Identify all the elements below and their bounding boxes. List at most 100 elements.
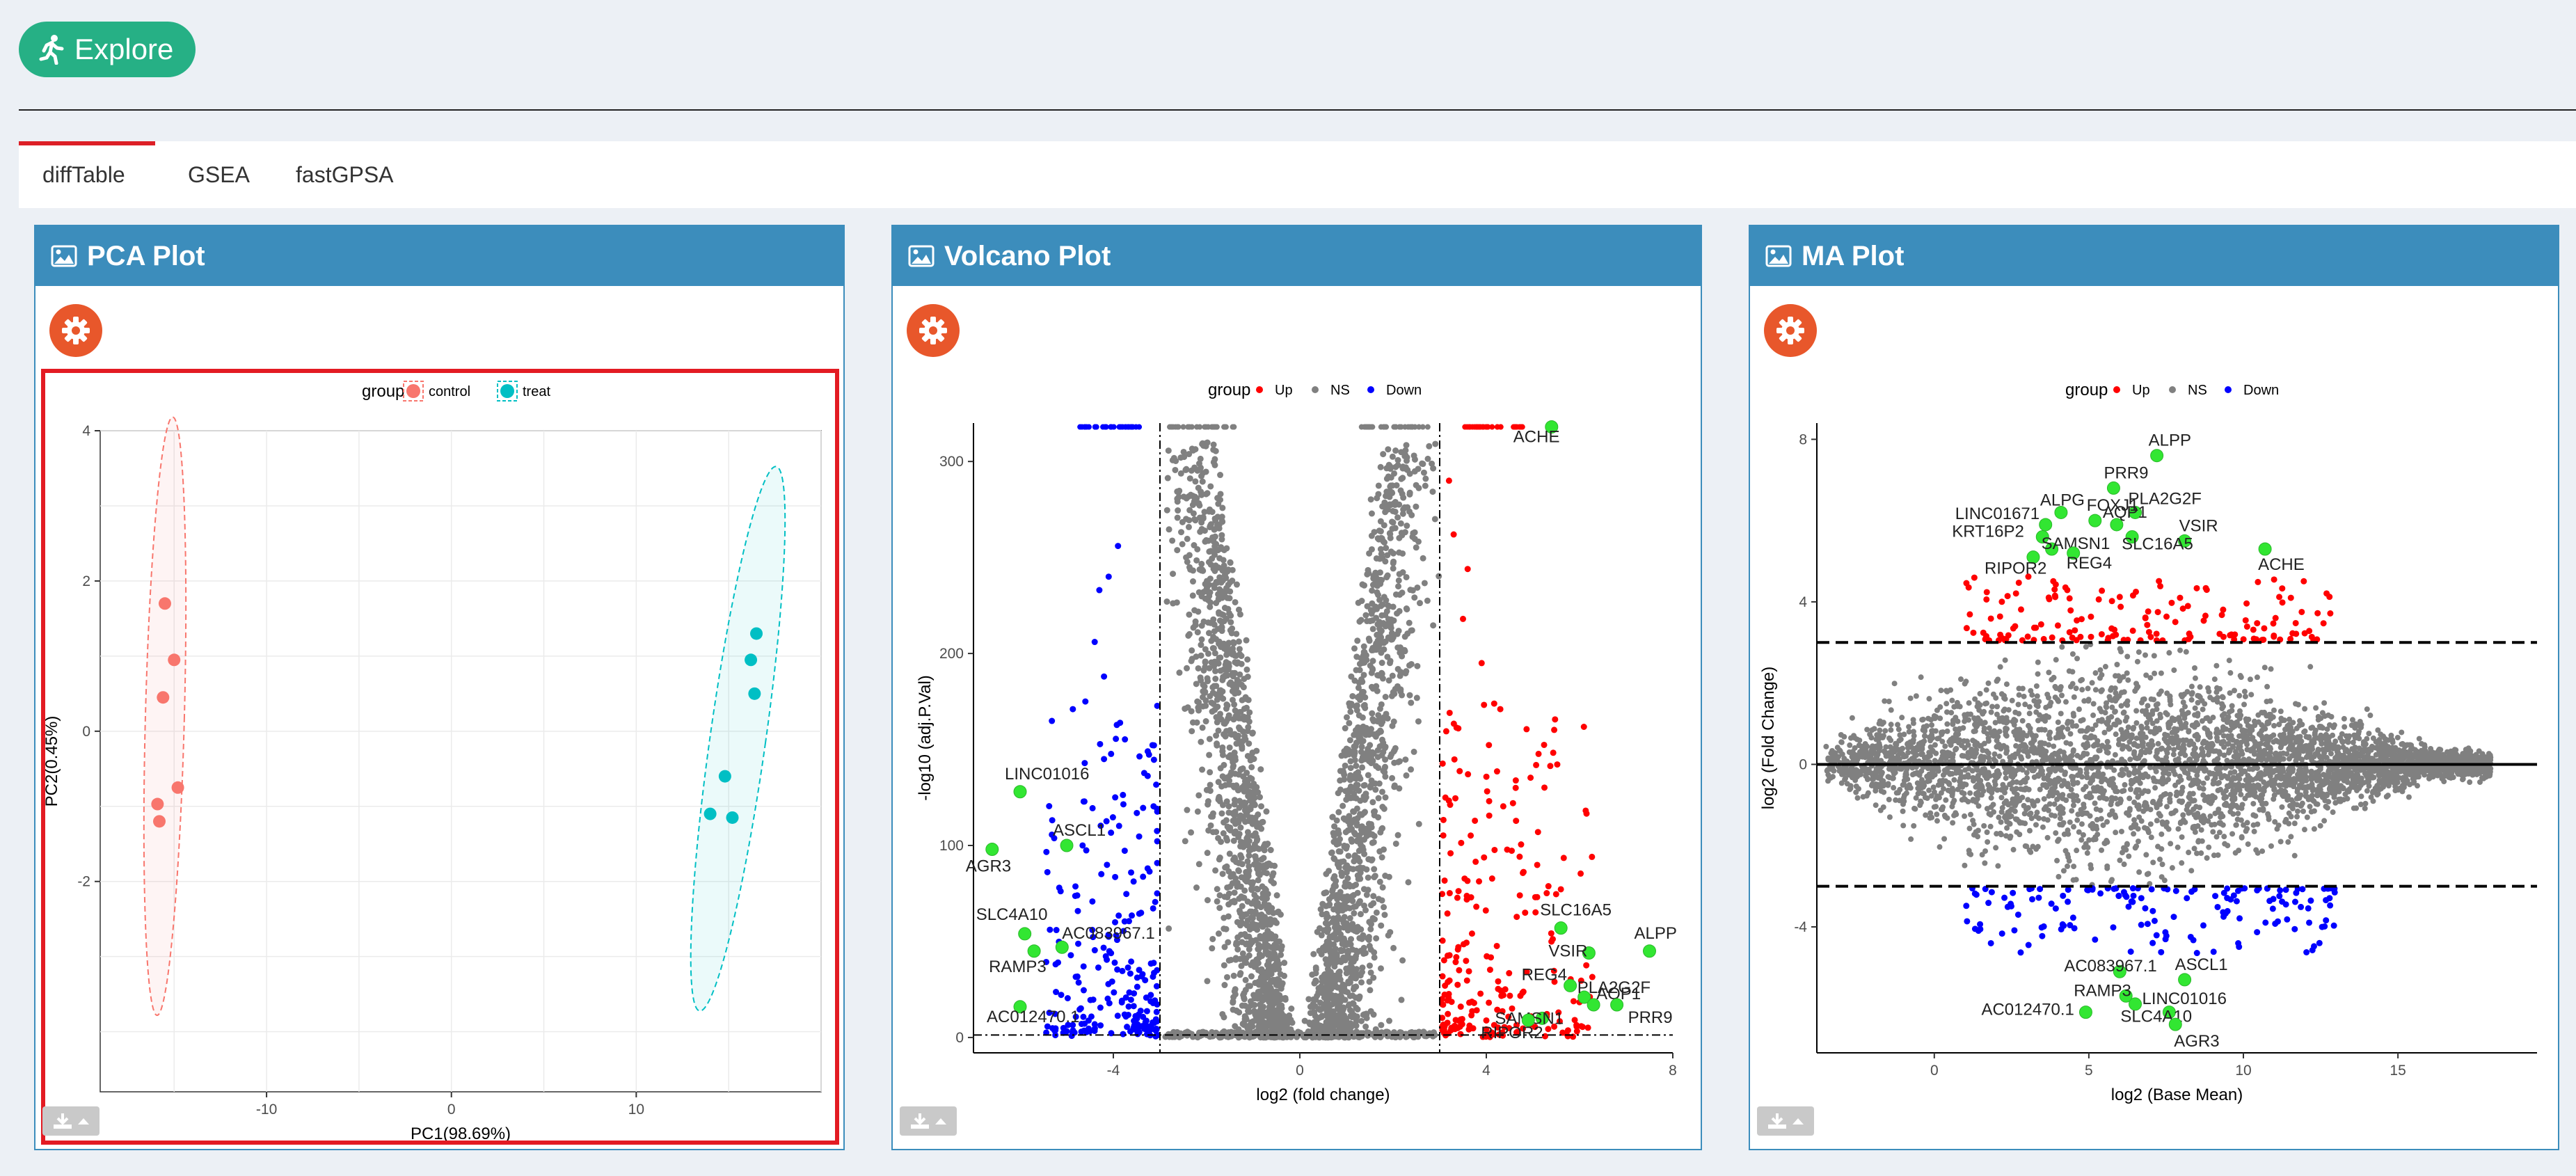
down-point [1119, 967, 1126, 974]
ns-point [1353, 1031, 1360, 1038]
explore-button[interactable]: Explore [19, 22, 196, 77]
ns-point [1230, 817, 1237, 824]
legend-key [2169, 386, 2176, 393]
down-point [1115, 912, 1122, 919]
ns-point [1311, 980, 1318, 987]
ns-point [1396, 571, 1403, 578]
ns-point [1337, 999, 1344, 1006]
ns-point [1174, 1028, 1181, 1035]
ns-point [1389, 453, 1396, 460]
highlight-point [1610, 998, 1624, 1012]
ns-point [1369, 658, 1376, 665]
ns-point [1358, 935, 1365, 942]
ns-point [1353, 702, 1360, 709]
ns-point [1381, 764, 1388, 771]
pca-download-button[interactable] [42, 1106, 100, 1136]
volcano-plot-area[interactable]: -4 0 4 8 0 100 200 300 log2 (fold change) -log10 … [898, 369, 1696, 1145]
up-point [1550, 749, 1557, 756]
ns-point [1215, 779, 1222, 786]
ns-point [1243, 716, 1250, 723]
up-point [1509, 800, 1516, 806]
ma-settings-button[interactable] [1764, 304, 1817, 357]
ns-point [1895, 726, 1902, 733]
ns-point [1366, 978, 1373, 985]
legend-label: control [429, 384, 470, 399]
ns-point [1367, 946, 1374, 953]
ns-point [1361, 903, 1368, 909]
down-point [1117, 720, 1124, 726]
ns-point [1175, 507, 1182, 514]
ns-point [2073, 685, 2079, 692]
ns-point [1379, 675, 1386, 682]
ns-point [1305, 996, 1312, 1003]
ns-point [1352, 727, 1359, 734]
ns-point [1842, 777, 1848, 783]
up-point [1543, 890, 1550, 897]
ns-point [1225, 890, 1232, 897]
ns-point [2200, 706, 2206, 713]
ns-point [1366, 919, 1373, 925]
down-point [1112, 873, 1119, 880]
ns-point [1406, 491, 1413, 498]
down-point [1123, 891, 1130, 898]
ns-point [1365, 856, 1372, 863]
ns-point [1164, 475, 1171, 482]
ns-point [1274, 958, 1281, 964]
ns-point [1191, 516, 1198, 523]
ns-point [1246, 740, 1253, 747]
ns-point [1378, 1022, 1385, 1028]
ns-point [1223, 728, 1230, 735]
ns-point [1220, 577, 1227, 584]
ns-point [1233, 630, 1240, 637]
legend-label: treat [523, 384, 550, 399]
down-point [1154, 808, 1161, 815]
down-point [1081, 424, 1088, 430]
pca-point [151, 797, 164, 811]
legend-label: NS [2188, 383, 2207, 398]
tab-fastgpsa[interactable]: fastGPSA [296, 162, 394, 187]
up-point [1490, 700, 1497, 707]
pca-plot-area[interactable]: -10 0 10 -2 0 2 4 PC1(98.69%) PC2(0.45%) group con… [41, 369, 839, 1145]
ns-point [1343, 965, 1350, 972]
ns-point [2241, 688, 2248, 694]
ns-point [2126, 853, 2132, 859]
volcano-download-button[interactable] [900, 1106, 957, 1136]
ns-point [1416, 600, 1423, 607]
ns-point [1165, 447, 1172, 454]
ns-point [1328, 850, 1335, 857]
tab-gsea[interactable]: GSEA [188, 162, 250, 187]
ns-point [1911, 823, 1917, 829]
down-point [1140, 873, 1147, 880]
up-point [1484, 788, 1490, 795]
ns-point [1193, 884, 1200, 891]
up-point [1552, 891, 1559, 898]
ns-point [1328, 983, 1335, 990]
volcano-settings-button[interactable] [907, 304, 960, 357]
ns-point [1235, 868, 1242, 875]
ns-point [1382, 694, 1389, 701]
tab-bar: diffTable GSEA fastGPSA [19, 141, 2576, 208]
ns-point [1195, 665, 1202, 672]
pca-settings-button[interactable] [49, 304, 102, 357]
down-point [1095, 964, 1102, 971]
up-point [1483, 1017, 1490, 1024]
ma-plot-area[interactable]: 0 5 10 15 -4 0 4 8 log2 (Base Mean) log2 (Fold Ch… [1756, 369, 2554, 1145]
ns-point [1353, 707, 1360, 714]
ns-point [1231, 801, 1238, 808]
down-point [1108, 424, 1114, 430]
ns-point [1391, 784, 1398, 790]
ns-point [1315, 1006, 1322, 1012]
volcano-panel-title: Volcano Plot [944, 240, 1111, 271]
ns-point [1183, 516, 1190, 523]
ns-point [1397, 672, 1404, 679]
tab-difftable[interactable]: diffTable [42, 162, 125, 187]
ns-point [1362, 694, 1369, 701]
up-point [1506, 970, 1513, 977]
ns-point [1216, 640, 1223, 647]
ns-point [1406, 662, 1413, 669]
ns-point [1252, 980, 1259, 987]
ns-point [1927, 744, 1934, 750]
ns-point [1390, 748, 1397, 755]
down-point [1120, 801, 1127, 808]
ns-point [1384, 552, 1391, 559]
